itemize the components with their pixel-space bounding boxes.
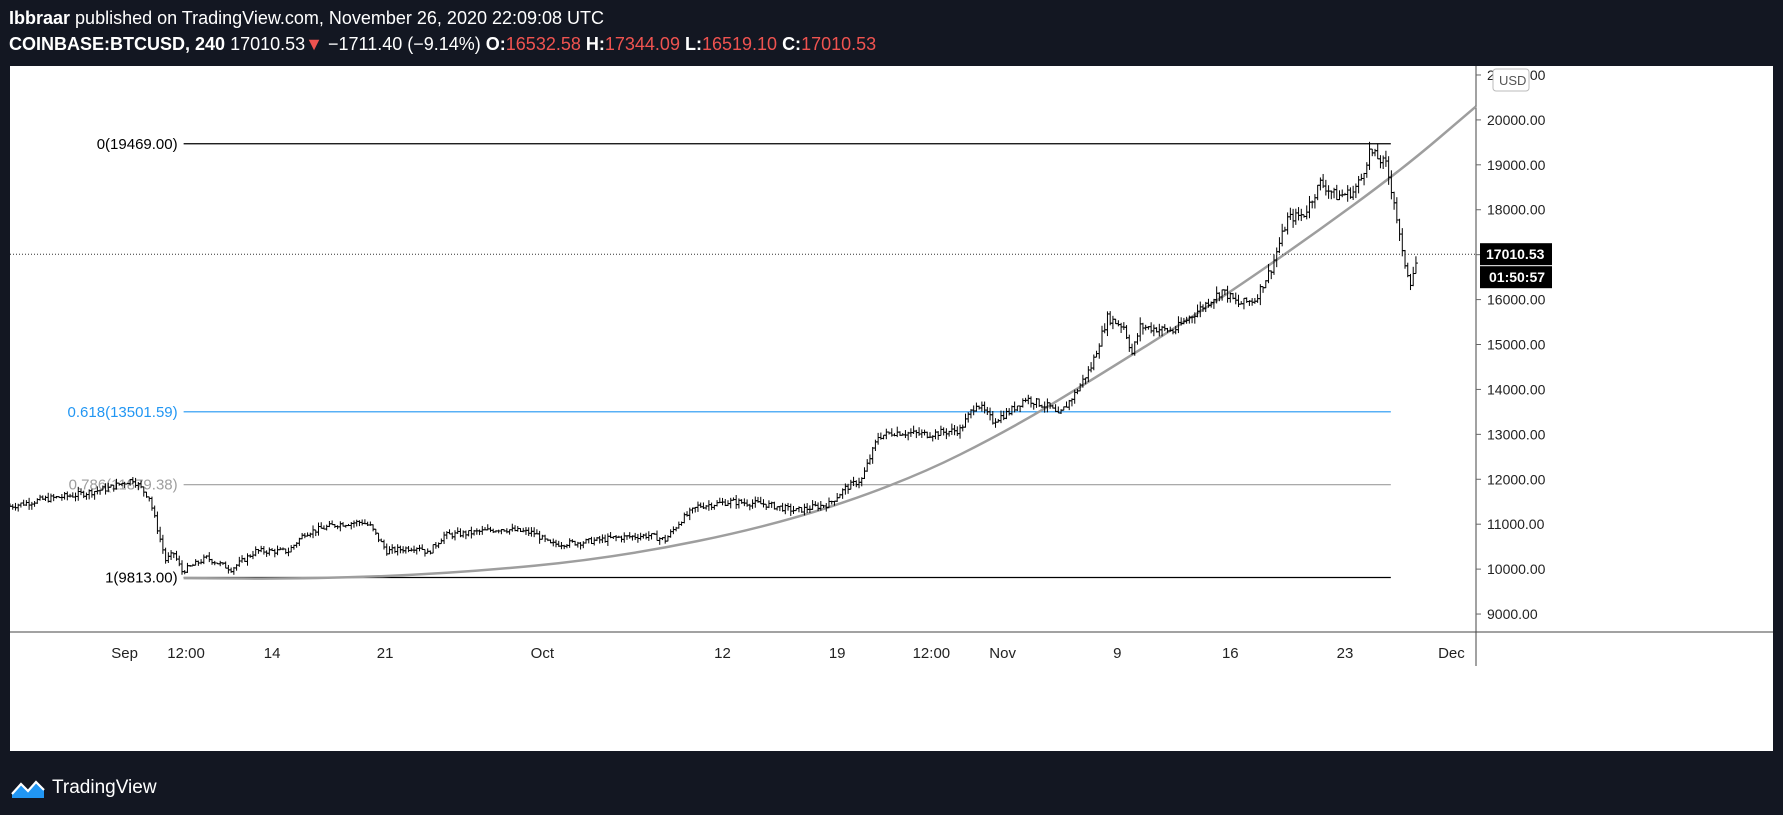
price-tick-label: 11000.00 <box>1487 516 1545 532</box>
change-arrow-icon: ▼ <box>305 34 323 54</box>
tradingview-logo-icon[interactable] <box>10 776 46 802</box>
time-tick-label: 21 <box>377 645 394 662</box>
price-tick-label: 15000.00 <box>1487 337 1546 353</box>
last-price-tags: 17010.53 01:50:57 <box>10 243 1552 289</box>
low-label: L: <box>684 34 702 54</box>
high-value: 17344.09 <box>604 34 680 54</box>
countdown-tag <box>1480 266 1552 289</box>
time-tick-label: 9 <box>1113 645 1121 662</box>
time-tick-label: Oct <box>531 645 555 662</box>
axis-frame <box>10 66 1773 666</box>
fib-level-label: 0(19469.00) <box>97 136 178 153</box>
price-tick-label: 13000.00 <box>1487 426 1546 442</box>
time-tick-label: 12 <box>714 645 731 662</box>
price-tick-label: 18000.00 <box>1487 202 1546 218</box>
price-tick-label: 20000.00 <box>1487 112 1546 128</box>
high-label: H: <box>585 34 605 54</box>
price-axis[interactable]: 9000.00 10000.00 11000.00 12000.00 13000.00 1… <box>1476 67 1546 622</box>
currency-badge[interactable] <box>1492 68 1530 92</box>
fib-level-label: 1(9813.00) <box>105 570 178 587</box>
candles <box>10 141 1418 575</box>
price-tick-label: 9000.00 <box>1487 606 1538 622</box>
author-name[interactable]: Ibbraar <box>9 8 71 28</box>
price-chart[interactable]: 0(19469.00) 0.618(13501.59) 0.786(11879.38… <box>10 66 1773 751</box>
time-tick-label: Sep <box>111 645 138 662</box>
price-tick-label: 16000.00 <box>1487 292 1546 308</box>
parabolic-curve[interactable] <box>183 105 1477 580</box>
fib-level-label: 0.786(11879.38) <box>69 477 178 494</box>
close-value: 17010.53 <box>801 34 877 54</box>
symbol-label: COINBASE:BTCUSD, 240 <box>9 34 226 54</box>
time-tick-label: Nov <box>989 645 1016 662</box>
price-change: −1711.40 (−9.14%) <box>327 34 481 54</box>
time-tick-label: 16 <box>1222 645 1239 662</box>
last-price-tag-label: 17010.53 <box>1486 246 1545 262</box>
time-axis[interactable]: Sep 12:00 14 21 Oct 12 19 12:00 Nov 9 16 23 Dec <box>111 645 1465 662</box>
publish-line: Ibbraar published on TradingView.com, No… <box>9 8 604 29</box>
last-price-tag <box>1480 243 1552 266</box>
currency-label: USD <box>1499 73 1526 88</box>
time-tick-label: 12:00 <box>913 645 951 662</box>
open-value: 16532.58 <box>505 34 581 54</box>
curve-path[interactable] <box>183 105 1477 580</box>
time-tick-label: 14 <box>264 645 281 662</box>
footer: TradingView <box>0 764 1783 815</box>
price-tick-label: 14000.00 <box>1487 381 1546 397</box>
last-price: 17010.53 <box>230 34 306 54</box>
close-label: C: <box>782 34 802 54</box>
ohlc-line: COINBASE:BTCUSD, 240 17010.53▼ −1711.40 … <box>9 34 876 55</box>
fibonacci-retracement[interactable]: 0(19469.00) 0.618(13501.59) 0.786(11879.38… <box>68 136 1391 587</box>
price-tick-label: 19000.00 <box>1487 157 1546 173</box>
chart-header: Ibbraar published on TradingView.com, No… <box>0 0 1783 60</box>
fib-level-label: 0.618(13501.59) <box>68 404 178 421</box>
time-tick-label: 23 <box>1337 645 1354 662</box>
time-tick-label: 19 <box>829 645 846 662</box>
brand-name[interactable]: TradingView <box>52 777 157 798</box>
time-tick-label: 12:00 <box>167 645 205 662</box>
time-tick-label: Dec <box>1438 645 1465 662</box>
chart-panel[interactable]: 0(19469.00) 0.618(13501.59) 0.786(11879.38… <box>10 66 1773 751</box>
price-tick-label: 12000.00 <box>1487 471 1546 487</box>
countdown-label: 01:50:57 <box>1489 269 1545 285</box>
price-tick-label: 10000.00 <box>1487 561 1546 577</box>
open-label: O: <box>485 34 506 54</box>
low-value: 16519.10 <box>701 34 778 54</box>
publish-info: published on TradingView.com, November 2… <box>75 8 605 28</box>
